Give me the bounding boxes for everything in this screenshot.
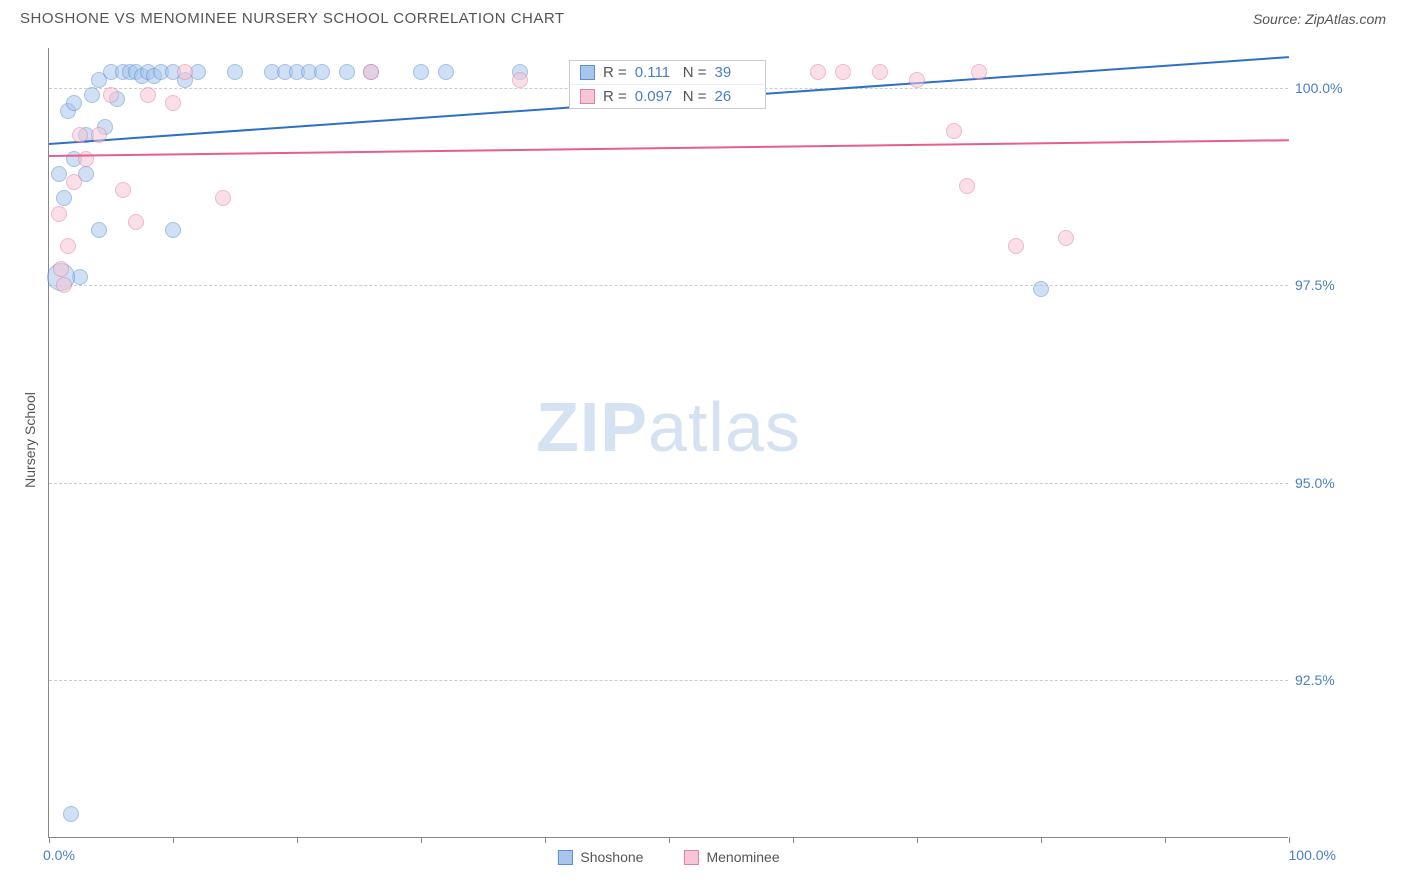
- y-tick-label: 100.0%: [1295, 80, 1342, 96]
- y-tick-label: 97.5%: [1295, 277, 1335, 293]
- x-tick: [173, 837, 174, 843]
- data-point: [872, 64, 888, 80]
- gridline: [49, 483, 1288, 484]
- watermark-light: atlas: [648, 388, 801, 466]
- data-point: [51, 166, 67, 182]
- legend-item: Shoshone: [557, 849, 643, 865]
- data-point: [314, 64, 330, 80]
- data-point: [1008, 238, 1024, 254]
- data-point: [227, 64, 243, 80]
- legend-item: Menominee: [683, 849, 779, 865]
- data-point: [103, 87, 119, 103]
- data-point: [56, 190, 72, 206]
- data-point: [128, 214, 144, 230]
- data-point: [946, 123, 962, 139]
- data-point: [66, 174, 82, 190]
- data-point: [140, 87, 156, 103]
- x-tick: [49, 837, 50, 843]
- y-tick-label: 95.0%: [1295, 475, 1335, 491]
- stat-r-value: 0.111: [635, 64, 675, 81]
- x-tick: [1289, 837, 1290, 843]
- stat-n-value: 39: [715, 64, 755, 81]
- series-swatch: [580, 65, 595, 80]
- data-point: [91, 222, 107, 238]
- data-point: [115, 182, 131, 198]
- chart-title: SHOSHONE VS MENOMINEE NURSERY SCHOOL COR…: [20, 10, 565, 27]
- data-point: [63, 806, 79, 822]
- data-point: [438, 64, 454, 80]
- legend-label: Shoshone: [580, 849, 643, 865]
- stat-n-label: N =: [683, 88, 707, 105]
- data-point: [339, 64, 355, 80]
- data-point: [413, 64, 429, 80]
- data-point: [60, 238, 76, 254]
- stats-row: R = 0.111 N = 39: [570, 61, 765, 85]
- stats-row: R = 0.097 N = 26: [570, 85, 765, 108]
- x-tick: [793, 837, 794, 843]
- x-tick: [297, 837, 298, 843]
- data-point: [78, 151, 94, 167]
- y-axis-label: Nursery School: [22, 392, 38, 488]
- gridline: [49, 680, 1288, 681]
- data-point: [363, 64, 379, 80]
- x-tick: [1165, 837, 1166, 843]
- data-point: [53, 261, 69, 277]
- watermark-bold: ZIP: [536, 388, 648, 466]
- data-point: [72, 127, 88, 143]
- x-tick: [669, 837, 670, 843]
- x-tick: [917, 837, 918, 843]
- data-point: [56, 277, 72, 293]
- stat-r-value: 0.097: [635, 88, 675, 105]
- legend-swatch: [557, 850, 572, 865]
- y-tick-label: 92.5%: [1295, 672, 1335, 688]
- chart-header: SHOSHONE VS MENOMINEE NURSERY SCHOOL COR…: [0, 0, 1406, 33]
- x-max-label: 100.0%: [1289, 847, 1336, 863]
- data-point: [165, 95, 181, 111]
- data-point: [835, 64, 851, 80]
- stats-box: R = 0.111 N = 39 R = 0.097 N = 26: [569, 60, 766, 109]
- stat-r-label: R =: [603, 64, 627, 81]
- data-point: [91, 127, 107, 143]
- data-point: [66, 95, 82, 111]
- data-point: [1033, 281, 1049, 297]
- stat-r-label: R =: [603, 88, 627, 105]
- chart-source: Source: ZipAtlas.com: [1253, 11, 1386, 27]
- x-tick: [421, 837, 422, 843]
- x-tick: [1041, 837, 1042, 843]
- data-point: [84, 87, 100, 103]
- legend-label: Menominee: [706, 849, 779, 865]
- data-point: [959, 178, 975, 194]
- trend-line: [49, 139, 1289, 157]
- legend: Shoshone Menominee: [557, 849, 779, 865]
- data-point: [1058, 230, 1074, 246]
- data-point: [215, 190, 231, 206]
- data-point: [165, 222, 181, 238]
- series-swatch: [580, 89, 595, 104]
- scatter-plot: ZIPatlas 100.0%97.5%95.0%92.5%0.0%100.0%…: [48, 48, 1288, 838]
- data-point: [909, 72, 925, 88]
- watermark: ZIPatlas: [536, 387, 801, 467]
- data-point: [512, 72, 528, 88]
- stat-n-value: 26: [715, 88, 755, 105]
- x-tick: [545, 837, 546, 843]
- data-point: [51, 206, 67, 222]
- legend-swatch: [683, 850, 698, 865]
- data-point: [810, 64, 826, 80]
- gridline: [49, 285, 1288, 286]
- x-min-label: 0.0%: [43, 847, 75, 863]
- data-point: [971, 64, 987, 80]
- stat-n-label: N =: [683, 64, 707, 81]
- data-point: [177, 64, 193, 80]
